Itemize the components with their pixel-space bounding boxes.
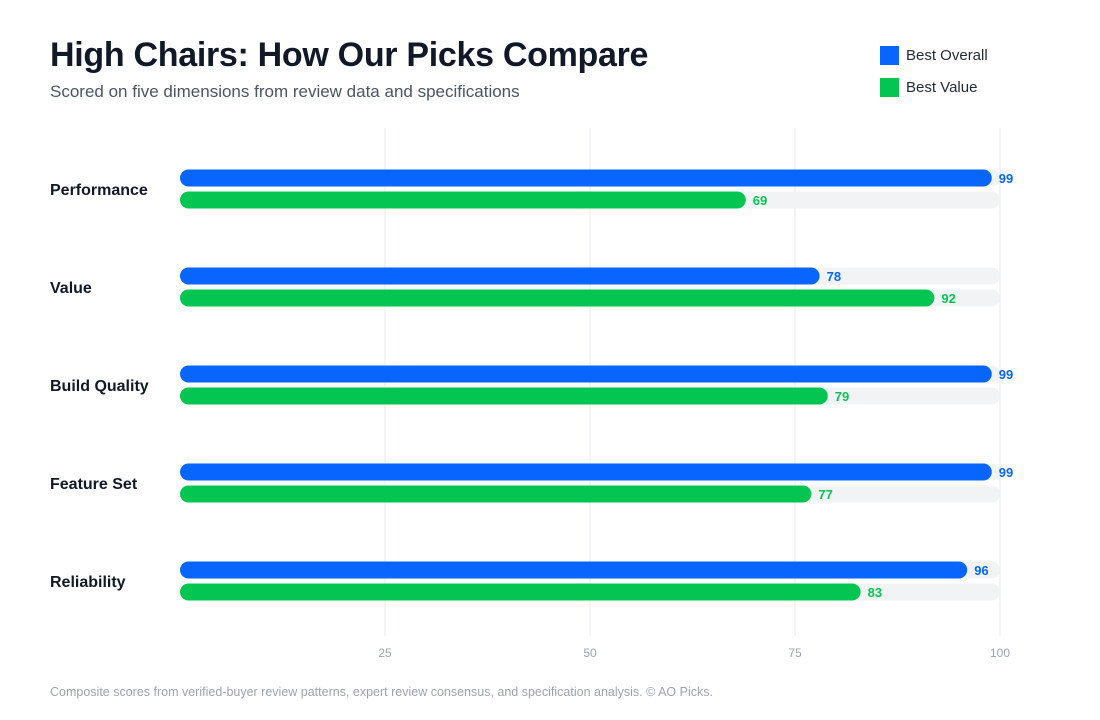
chart-subtitle: Scored on five dimensions from review da… — [50, 82, 520, 101]
x-tick-label-50: 50 — [583, 646, 597, 660]
bar-value-best-overall — [180, 267, 820, 285]
legend-item-best-overall: Best Overall — [880, 45, 988, 65]
x-tick-label-100: 100 — [990, 646, 1010, 660]
footnote: Composite scores from verified-buyer rev… — [50, 685, 713, 699]
data-label-value-best-overall: 78 — [827, 269, 841, 284]
data-label-performance-best-overall: 99 — [999, 171, 1013, 186]
data-label-reliability-best-value: 83 — [868, 585, 882, 600]
data-label-feature-set-best-value: 77 — [818, 487, 832, 502]
data-label-build-quality-best-value: 79 — [835, 389, 849, 404]
category-label-value: Value — [50, 280, 92, 297]
bar-performance-best-overall — [180, 169, 992, 187]
legend-swatch-best-value — [880, 77, 899, 97]
bar-feature-set-best-value — [180, 485, 812, 503]
category-label-performance: Performance — [50, 182, 148, 199]
chart-legend: Best Overall Best Value — [880, 45, 988, 109]
bar-performance-best-value — [180, 191, 746, 209]
bar-build-quality-best-value — [180, 387, 828, 405]
category-label-build-quality: Build Quality — [50, 378, 149, 395]
legend-label-best-overall: Best Overall — [906, 46, 988, 64]
x-tick-label-75: 75 — [788, 646, 802, 660]
legend-item-best-value: Best Value — [880, 77, 988, 97]
category-label-feature-set: Feature Set — [50, 476, 138, 493]
data-label-reliability-best-overall: 96 — [974, 563, 988, 578]
chart-title: High Chairs: How Our Picks Compare — [50, 36, 649, 74]
data-label-build-quality-best-overall: 99 — [999, 367, 1013, 382]
bar-reliability-best-overall — [180, 561, 968, 579]
data-label-value-best-value: 92 — [941, 291, 955, 306]
bar-reliability-best-value — [180, 583, 861, 601]
bar-build-quality-best-overall — [180, 365, 992, 383]
x-tick-label-25: 25 — [378, 646, 392, 660]
data-label-feature-set-best-overall: 99 — [999, 465, 1013, 480]
legend-swatch-best-overall — [880, 45, 899, 65]
bar-feature-set-best-overall — [180, 463, 992, 481]
bar-value-best-value — [180, 289, 935, 307]
legend-label-best-value: Best Value — [906, 78, 978, 96]
data-label-performance-best-value: 69 — [753, 193, 767, 208]
category-label-reliability: Reliability — [50, 574, 126, 591]
